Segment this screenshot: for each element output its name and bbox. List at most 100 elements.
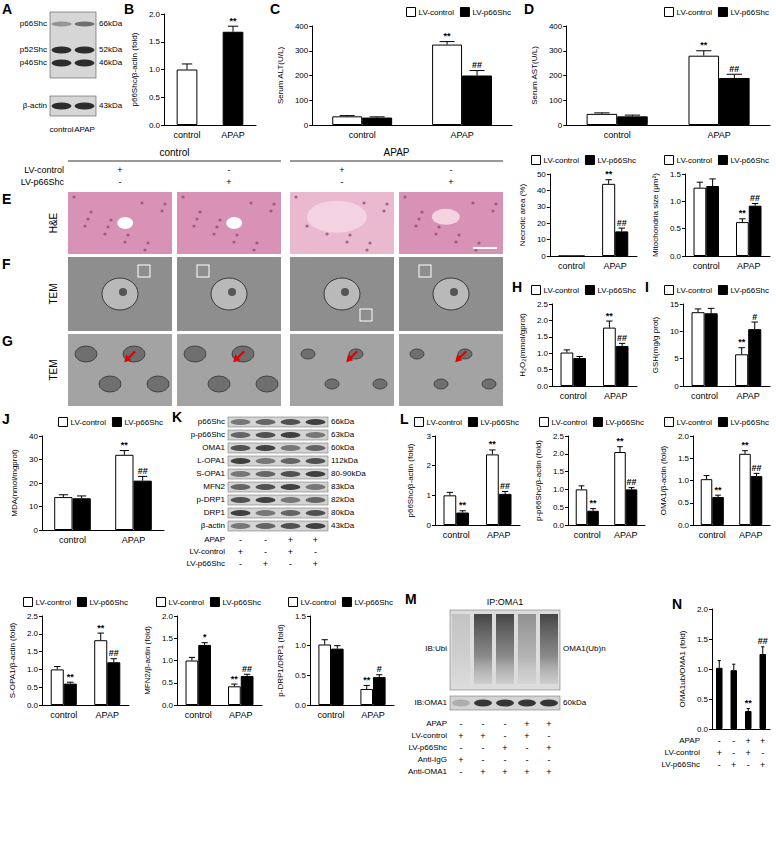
svg-text:0.5: 0.5 [295, 671, 307, 680]
svg-text:0.0: 0.0 [537, 382, 549, 391]
svg-text:0.5: 0.5 [670, 224, 682, 233]
svg-text:control: control [318, 710, 345, 720]
svg-text:Serum ALT(U/L): Serum ALT(U/L) [276, 47, 285, 105]
svg-text:0: 0 [304, 121, 309, 130]
svg-text:##: ## [500, 481, 510, 491]
svg-text:LV-control: LV-control [677, 418, 713, 427]
svg-text:0: 0 [558, 121, 563, 130]
svg-text:LV-p66Shc: LV-p66Shc [222, 598, 261, 607]
svg-text:1.0: 1.0 [295, 641, 307, 650]
svg-text:15: 15 [670, 300, 679, 309]
svg-text:#: # [752, 312, 757, 322]
svg-text:APAP: APAP [707, 130, 730, 140]
svg-text:0.5: 0.5 [537, 365, 549, 374]
svg-text:*: * [203, 632, 207, 642]
svg-text:##: ## [617, 333, 627, 343]
svg-text:2: 2 [427, 461, 432, 470]
svg-text:1.5: 1.5 [537, 332, 549, 341]
svg-text:p-DRP1/DRP1 (fold): p-DRP1/DRP1 (fold) [276, 624, 285, 697]
svg-text:LV-p66Shc: LV-p66Shc [480, 418, 519, 427]
svg-text:##: ## [752, 463, 762, 473]
svg-text:0.0: 0.0 [553, 521, 565, 530]
svg-text:400: 400 [295, 22, 309, 31]
svg-text:APAP: APAP [737, 261, 760, 271]
svg-text:control: control [185, 710, 212, 720]
svg-text:10: 10 [670, 327, 679, 336]
svg-text:control: control [174, 130, 201, 140]
svg-text:40: 40 [29, 432, 38, 441]
svg-text:control: control [560, 391, 587, 401]
svg-text:MDA(nmol/mgprot): MDA(nmol/mgprot) [10, 449, 19, 517]
svg-text:LV-p66Shc: LV-p66Shc [605, 418, 644, 427]
svg-text:control: control [574, 530, 601, 540]
svg-text:APAP: APAP [122, 535, 145, 545]
svg-text:LV-p66Shc: LV-p66Shc [730, 8, 769, 17]
svg-text:H₂O₂(mmol/gprot): H₂O₂(mmol/gprot) [518, 313, 527, 377]
svg-text:0: 0 [541, 252, 546, 261]
svg-text:APAP: APAP [614, 530, 637, 540]
svg-text:**: ** [738, 337, 746, 347]
svg-text:p66Shc/β-actin (fold): p66Shc/β-actin (fold) [130, 32, 139, 106]
svg-text:p66Shc/β-actin (fold): p66Shc/β-actin (fold) [406, 443, 415, 517]
svg-text:0.0: 0.0 [295, 701, 307, 710]
svg-text:APAP: APAP [96, 710, 119, 720]
svg-text:**: ** [739, 208, 747, 218]
svg-text:0.5: 0.5 [27, 683, 39, 692]
svg-text:LV-p66Shc: LV-p66Shc [597, 156, 636, 165]
svg-text:Mitochondria size (μm²): Mitochondria size (μm²) [651, 173, 660, 257]
svg-text:1.5: 1.5 [162, 634, 174, 643]
svg-text:0: 0 [674, 382, 679, 391]
svg-text:control: control [693, 261, 720, 271]
svg-text:20: 20 [537, 219, 546, 228]
svg-text:0.5: 0.5 [678, 498, 690, 507]
svg-text:**: ** [616, 436, 624, 446]
svg-text:LV-p66Shc: LV-p66Shc [89, 598, 128, 607]
svg-text:1: 1 [427, 491, 432, 500]
svg-text:**: ** [444, 31, 452, 41]
svg-text:1.5: 1.5 [697, 635, 709, 644]
svg-text:2.0: 2.0 [678, 432, 690, 441]
svg-text:1.0: 1.0 [697, 665, 709, 674]
svg-text:0.0: 0.0 [697, 725, 709, 734]
svg-text:0.5: 0.5 [553, 503, 565, 512]
svg-text:300: 300 [549, 46, 563, 55]
svg-text:##: ## [109, 648, 119, 658]
svg-text:##: ## [750, 193, 760, 203]
svg-text:2.0: 2.0 [537, 316, 549, 325]
svg-text:1.5: 1.5 [27, 647, 39, 656]
svg-text:2.5: 2.5 [537, 300, 549, 309]
svg-text:3: 3 [427, 432, 432, 441]
svg-text:1.5: 1.5 [678, 454, 690, 463]
svg-text:Necrotic area (%): Necrotic area (%) [518, 184, 527, 247]
svg-text:2.0: 2.0 [553, 449, 565, 458]
svg-text:OMA1/β-actin (fold): OMA1/β-actin (fold) [659, 445, 668, 515]
svg-text:##: ## [627, 477, 637, 487]
svg-text:LV-p66Shc: LV-p66Shc [354, 598, 393, 607]
svg-text:300: 300 [295, 46, 309, 55]
svg-text:**: ** [121, 440, 129, 450]
svg-text:##: ## [242, 664, 252, 674]
svg-text:2.0: 2.0 [149, 10, 161, 19]
svg-text:##: ## [617, 218, 627, 228]
svg-text:LV-control: LV-control [544, 156, 580, 165]
svg-text:0: 0 [427, 521, 432, 530]
svg-text:LV-control: LV-control [552, 418, 588, 427]
svg-text:50: 50 [537, 170, 546, 179]
svg-text:#: # [377, 664, 382, 674]
svg-text:control: control [558, 261, 585, 271]
svg-text:2.5: 2.5 [27, 612, 39, 621]
svg-text:control: control [604, 130, 631, 140]
svg-text:0.0: 0.0 [27, 701, 39, 710]
svg-text:MFN2/β-actin (fold): MFN2/β-actin (fold) [143, 626, 152, 695]
svg-text:**: ** [459, 500, 467, 510]
svg-text:200: 200 [549, 71, 563, 80]
svg-text:1.0: 1.0 [553, 485, 565, 494]
svg-text:LV-control: LV-control [36, 598, 72, 607]
svg-text:LV-control: LV-control [427, 418, 463, 427]
svg-text:0.5: 0.5 [697, 695, 709, 704]
svg-text:APAP: APAP [604, 261, 627, 271]
svg-text:2.0: 2.0 [697, 605, 709, 614]
svg-text:1.0: 1.0 [162, 656, 174, 665]
svg-text:1.5: 1.5 [295, 612, 307, 621]
svg-text:p-p66Shc/β-actin (fold): p-p66Shc/β-actin (fold) [534, 440, 543, 521]
